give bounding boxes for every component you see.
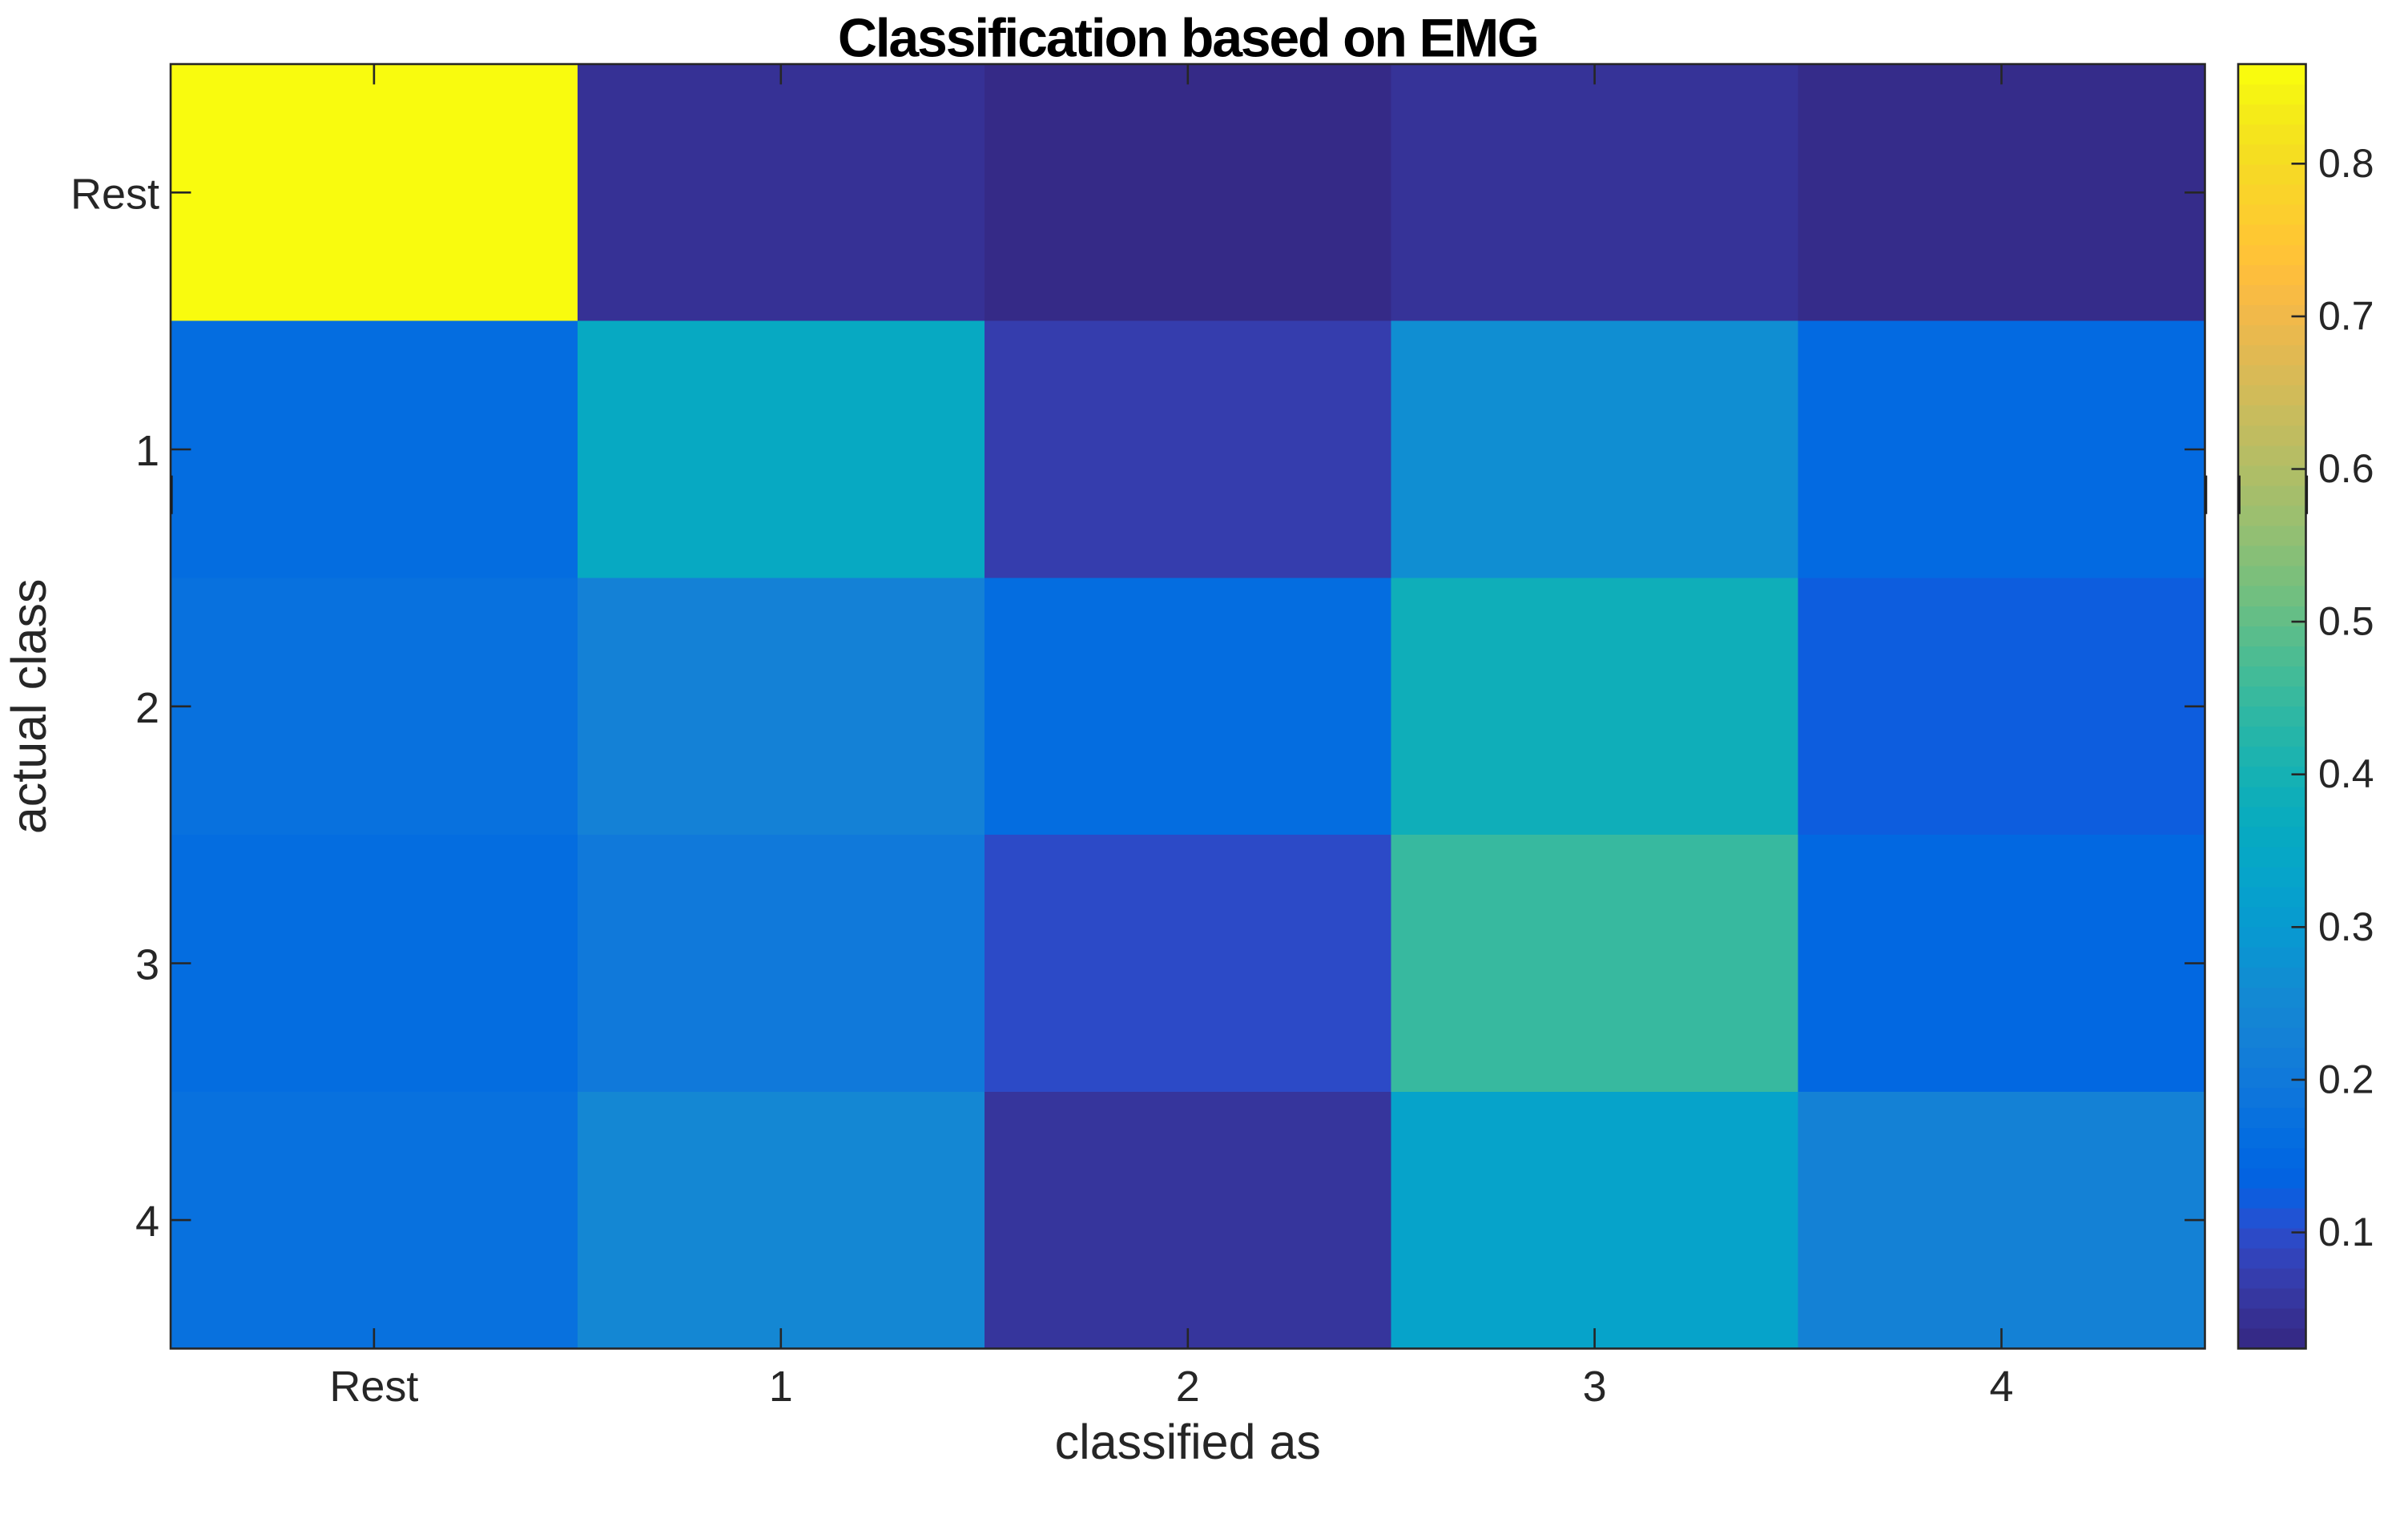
svg-text:4: 4: [135, 1198, 159, 1246]
svg-text:1: 1: [769, 1363, 793, 1411]
svg-text:0.2: 0.2: [2318, 1057, 2374, 1101]
svg-text:classified as: classified as: [1055, 1415, 1321, 1469]
svg-text:0.4: 0.4: [2318, 751, 2374, 796]
svg-text:4: 4: [1989, 1363, 2013, 1411]
svg-text:0.8: 0.8: [2318, 141, 2374, 186]
svg-text:Classification based on EMG: Classification based on EMG: [838, 8, 1538, 69]
svg-text:3: 3: [1583, 1363, 1607, 1411]
svg-text:2: 2: [135, 684, 159, 732]
svg-text:2: 2: [1176, 1363, 1200, 1411]
svg-text:0.3: 0.3: [2318, 904, 2374, 949]
svg-text:Rest: Rest: [329, 1363, 418, 1411]
svg-text:actual class: actual class: [2, 578, 56, 834]
svg-text:1: 1: [135, 427, 159, 475]
svg-text:Rest: Rest: [70, 170, 159, 218]
svg-text:0.1: 0.1: [2318, 1210, 2374, 1254]
svg-text:0.7: 0.7: [2318, 293, 2374, 338]
svg-text:0.5: 0.5: [2318, 599, 2374, 644]
svg-text:3: 3: [135, 941, 159, 989]
svg-text:0.6: 0.6: [2318, 446, 2374, 491]
